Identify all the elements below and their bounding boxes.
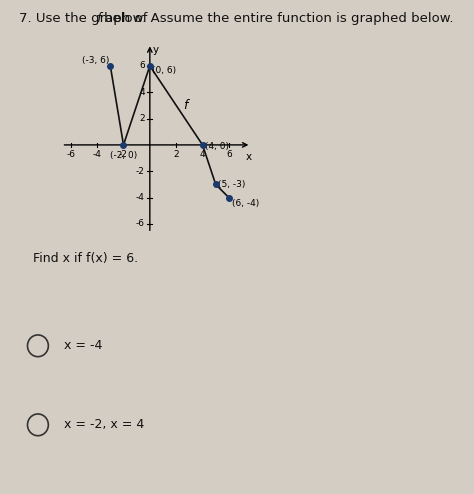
Text: f: f bbox=[183, 99, 187, 112]
Text: (0, 6): (0, 6) bbox=[153, 66, 177, 75]
Text: y: y bbox=[153, 45, 159, 55]
Text: below. Assume the entire function is graphed below.: below. Assume the entire function is gra… bbox=[104, 12, 453, 25]
Text: 6: 6 bbox=[226, 150, 232, 159]
Text: (6, -4): (6, -4) bbox=[231, 199, 259, 208]
Text: x = -2, x = 4: x = -2, x = 4 bbox=[64, 418, 144, 431]
Text: 6: 6 bbox=[139, 61, 145, 70]
Text: -2: -2 bbox=[119, 150, 128, 159]
Text: x = -4: x = -4 bbox=[64, 339, 102, 352]
Text: Find x if f(x) = 6.: Find x if f(x) = 6. bbox=[33, 252, 138, 265]
Text: (-3, 6): (-3, 6) bbox=[82, 55, 109, 65]
Text: 2: 2 bbox=[139, 114, 145, 123]
Text: 4: 4 bbox=[200, 150, 205, 159]
Text: 2: 2 bbox=[173, 150, 179, 159]
Text: f: f bbox=[96, 12, 101, 25]
Text: (-2, 0): (-2, 0) bbox=[110, 152, 137, 161]
Text: -2: -2 bbox=[136, 167, 145, 176]
Text: -6: -6 bbox=[66, 150, 75, 159]
Text: (5, -3): (5, -3) bbox=[219, 180, 246, 189]
Text: -6: -6 bbox=[136, 219, 145, 228]
Text: -4: -4 bbox=[93, 150, 101, 159]
Text: x: x bbox=[246, 152, 252, 162]
Text: 7. Use the graph of: 7. Use the graph of bbox=[19, 12, 152, 25]
Text: 4: 4 bbox=[139, 88, 145, 97]
Text: -4: -4 bbox=[136, 193, 145, 202]
Text: (4, 0): (4, 0) bbox=[205, 142, 229, 151]
